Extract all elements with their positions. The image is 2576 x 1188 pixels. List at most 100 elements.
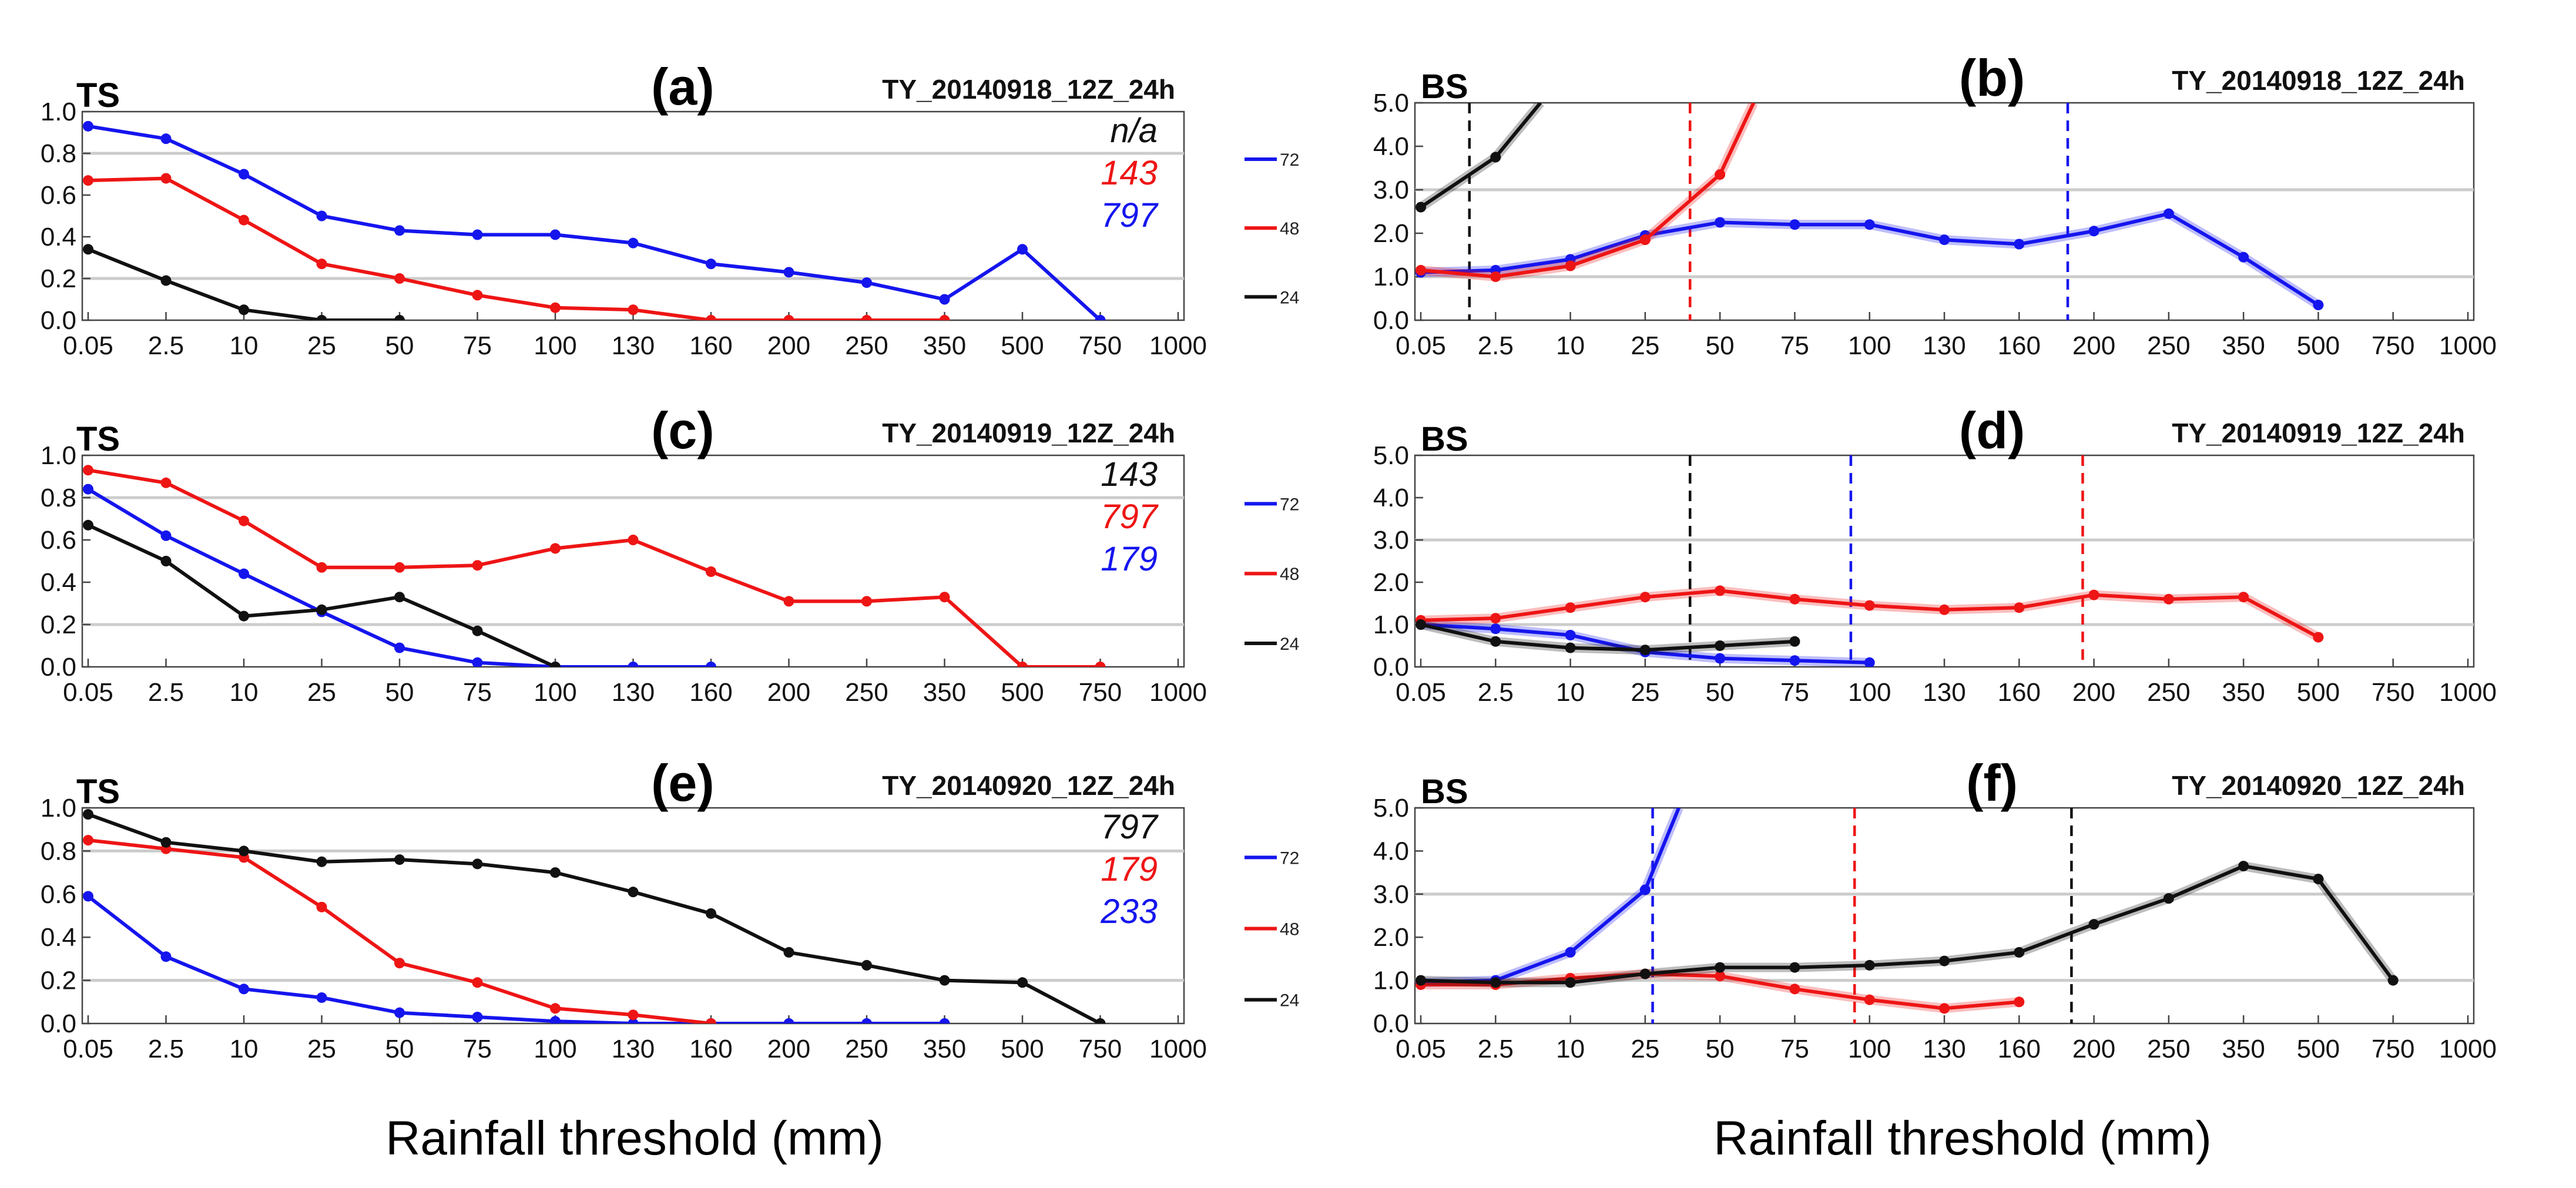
y-tick-label: 0.4 — [41, 923, 76, 952]
data-point — [1490, 271, 1501, 282]
legend-label: 72 — [1280, 150, 1299, 170]
data-point — [1565, 260, 1576, 271]
series-line-48h — [1420, 103, 1756, 278]
data-point — [939, 1018, 950, 1023]
data-point — [1490, 152, 1501, 163]
metric-label: BS — [1421, 68, 1468, 106]
data-point — [160, 837, 172, 848]
data-point — [1490, 636, 1501, 647]
x-tick-label: 160 — [689, 678, 732, 707]
data-point — [1416, 264, 1426, 276]
x-tick-label: 500 — [1001, 331, 1044, 360]
data-point — [1095, 662, 1106, 667]
series-line-48h — [88, 176, 945, 320]
x-tick-label: 75 — [1780, 1035, 1809, 1063]
legend-label: 24 — [1280, 991, 1299, 1011]
data-point — [239, 214, 249, 226]
x-tick-label: 750 — [2372, 1035, 2414, 1063]
data-point — [316, 259, 327, 270]
series-group — [83, 465, 1106, 667]
x-tick-label: 0.05 — [63, 331, 113, 360]
data-point — [628, 1018, 639, 1023]
x-tick-label: 350 — [923, 678, 966, 707]
metric-label: TS — [76, 773, 120, 811]
data-point — [1789, 962, 1800, 973]
x-tick-label: 160 — [689, 331, 732, 360]
y-tick-label: 0.4 — [41, 568, 76, 597]
y-tick-label: 3.0 — [1373, 176, 1409, 204]
data-point — [1939, 604, 1950, 615]
data-point — [239, 845, 249, 857]
data-point — [861, 315, 872, 320]
x-tick-label: 100 — [1848, 1035, 1891, 1063]
data-point — [1639, 884, 1651, 895]
data-point — [316, 901, 327, 912]
plot-frame — [81, 110, 1185, 321]
plot-frame — [1414, 102, 2475, 321]
x-tick-label: 75 — [1780, 678, 1809, 707]
x-tick-label: 200 — [767, 678, 810, 707]
x-tick-label: 500 — [2297, 1035, 2340, 1063]
x-tick-label: 1000 — [2439, 1035, 2497, 1063]
series-group — [83, 809, 1106, 1023]
data-point — [2387, 975, 2399, 986]
y-tick-label: 0.2 — [41, 610, 76, 639]
metric-label: BS — [1421, 773, 1468, 811]
annotation-48h: 143 — [1101, 154, 1158, 192]
data-point — [706, 315, 716, 320]
x-tick-label: 1000 — [1149, 1035, 1207, 1063]
y-tick-label: 0.8 — [41, 139, 76, 168]
y-tick-label: 0.0 — [41, 653, 76, 682]
x-tick-label: 10 — [230, 1035, 259, 1063]
data-point — [939, 315, 950, 320]
data-point — [394, 273, 405, 284]
data-point — [1416, 619, 1426, 630]
x-tick-label: 25 — [1631, 1035, 1659, 1063]
x-tick-label: 1000 — [1149, 678, 1207, 707]
data-point — [472, 1011, 483, 1022]
panel-title: TY_20140918_12Z_24h — [882, 74, 1175, 105]
data-point — [160, 133, 172, 145]
data-point — [628, 304, 639, 316]
x-tick-label: 2.5 — [148, 1035, 184, 1063]
legend-label: 48 — [1280, 219, 1299, 239]
x-tick-label: 1000 — [1149, 331, 1207, 360]
data-point — [472, 858, 483, 870]
data-point — [1789, 984, 1800, 995]
y-tick-label: 1.0 — [1373, 966, 1409, 995]
panel-label: (a) — [651, 58, 715, 116]
series-group — [1416, 808, 2399, 1014]
data-point — [1017, 977, 1028, 988]
x-tick-label: 350 — [2222, 331, 2265, 360]
x-tick-label: 50 — [385, 678, 414, 707]
x-tick-label: 1000 — [2439, 331, 2497, 360]
y-tick-label: 0.2 — [41, 264, 76, 293]
series-group — [1416, 585, 2324, 667]
data-point — [550, 302, 561, 313]
data-point — [83, 809, 93, 820]
x-tick-label: 25 — [307, 678, 336, 707]
legend-label: 72 — [1280, 848, 1299, 868]
y-tick-label: 0.0 — [1373, 306, 1409, 335]
y-tick-label: 0.2 — [41, 966, 76, 995]
series-group — [83, 120, 1106, 320]
data-point — [239, 568, 249, 579]
data-point — [550, 1003, 561, 1014]
metric-label: TS — [76, 420, 120, 458]
data-point — [628, 237, 639, 249]
data-point — [550, 543, 561, 554]
x-tick-label: 130 — [612, 331, 655, 360]
plot-frame — [81, 454, 1185, 668]
panel-label: (e) — [651, 754, 715, 812]
x-tick-label: 10 — [230, 331, 259, 360]
data-point — [316, 992, 327, 1003]
plot-frame — [1414, 454, 2475, 668]
data-point — [239, 515, 249, 526]
data-point — [550, 229, 561, 240]
data-point — [1490, 623, 1501, 635]
x-tick-label: 500 — [1001, 1035, 1044, 1063]
y-tick-label: 2.0 — [1373, 923, 1409, 952]
y-tick-label: 1.0 — [41, 441, 76, 470]
x-tick-label: 500 — [2297, 678, 2340, 707]
